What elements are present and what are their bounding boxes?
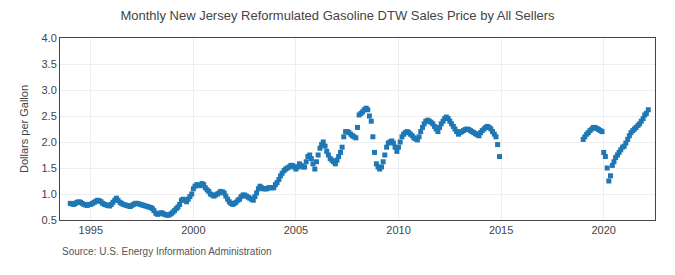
svg-text:3.5: 3.5 [42,58,57,70]
svg-text:2010: 2010 [386,224,410,236]
svg-text:1.0: 1.0 [42,188,57,200]
svg-text:2.5: 2.5 [42,110,57,122]
svg-text:2005: 2005 [284,224,308,236]
svg-text:2.0: 2.0 [42,136,57,148]
svg-text:2020: 2020 [591,224,615,236]
svg-text:Monthly New Jersey Reformulate: Monthly New Jersey Reformulated Gasoline… [120,8,555,23]
svg-text:1995: 1995 [79,224,103,236]
svg-text:4.0: 4.0 [42,32,57,44]
svg-text:3.0: 3.0 [42,84,57,96]
svg-text:Dollars per Gallon: Dollars per Gallon [18,85,30,173]
svg-text:0.5: 0.5 [42,214,57,226]
svg-text:2015: 2015 [489,224,513,236]
svg-text:Source: U.S. Energy Informatio: Source: U.S. Energy Information Administ… [62,246,272,257]
svg-text:2000: 2000 [181,224,205,236]
svg-text:1.5: 1.5 [42,162,57,174]
